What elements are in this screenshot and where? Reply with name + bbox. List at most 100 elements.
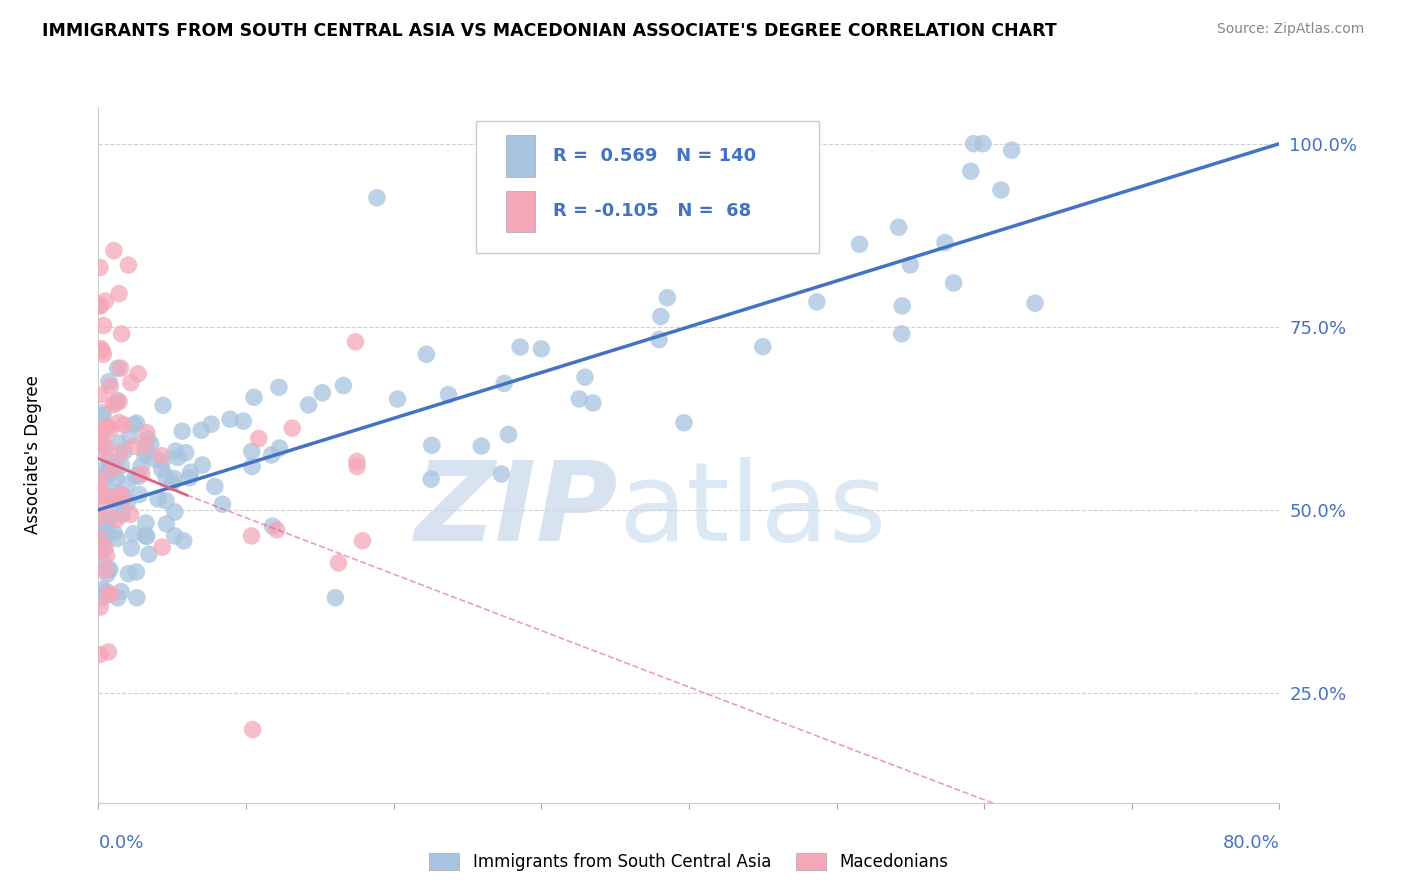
Point: [108, 394, 131, 409]
Point: [1024, 296, 1046, 310]
Point: [232, 414, 254, 428]
Point: [98, 422, 121, 436]
Point: [135, 516, 157, 530]
Text: R = -0.105   N =  68: R = -0.105 N = 68: [553, 202, 751, 220]
Point: [96, 419, 118, 434]
Point: [200, 417, 222, 432]
Point: [163, 529, 186, 543]
Point: [108, 493, 131, 508]
Point: [134, 439, 156, 453]
Point: [93, 347, 115, 361]
Text: atlas: atlas: [619, 457, 887, 564]
Point: [104, 396, 127, 410]
Point: [97, 489, 120, 503]
Text: IMMIGRANTS FROM SOUTH CENTRAL ASIA VS MACEDONIAN ASSOCIATE'S DEGREE CORRELATION : IMMIGRANTS FROM SOUTH CENTRAL ASIA VS MA…: [42, 22, 1057, 40]
Point: [125, 416, 148, 430]
Point: [120, 541, 142, 556]
Point: [470, 439, 492, 453]
Point: [163, 505, 186, 519]
Point: [97, 463, 120, 477]
Point: [657, 291, 679, 305]
Text: ZIP: ZIP: [415, 457, 619, 564]
Point: [89, 299, 111, 313]
Point: [98, 513, 121, 527]
Point: [574, 370, 596, 384]
Point: [89, 531, 111, 545]
Point: [107, 505, 129, 519]
Point: [89, 434, 111, 448]
Point: [98, 562, 121, 576]
Point: [100, 461, 122, 475]
Point: [332, 378, 354, 392]
Point: [120, 376, 142, 390]
Point: [494, 376, 516, 391]
Point: [240, 529, 263, 543]
Point: [122, 526, 145, 541]
Point: [211, 497, 233, 511]
Point: [112, 444, 135, 458]
Point: [105, 491, 128, 505]
Point: [128, 469, 150, 483]
Point: [91, 530, 114, 544]
FancyBboxPatch shape: [477, 121, 818, 253]
Point: [163, 472, 186, 486]
Point: [103, 244, 125, 258]
Point: [105, 471, 128, 485]
Point: [150, 455, 173, 469]
Point: [117, 258, 139, 272]
Point: [89, 473, 111, 487]
Point: [648, 333, 671, 347]
Point: [240, 444, 263, 458]
Point: [262, 519, 284, 533]
Point: [150, 540, 173, 554]
Point: [96, 584, 118, 599]
Point: [242, 723, 264, 737]
Point: [91, 409, 114, 423]
Point: [125, 591, 148, 605]
Point: [129, 459, 152, 474]
Point: [97, 375, 120, 389]
Point: [89, 490, 111, 504]
Point: [420, 472, 443, 486]
Point: [89, 388, 111, 402]
Point: [110, 458, 132, 473]
Point: [122, 417, 145, 432]
Point: [990, 183, 1012, 197]
Point: [104, 465, 127, 479]
Point: [105, 485, 128, 500]
Point: [101, 462, 124, 476]
Point: [530, 342, 553, 356]
Point: [94, 541, 117, 555]
Point: [89, 648, 111, 662]
Point: [118, 429, 141, 443]
Point: [110, 361, 132, 376]
Point: [139, 436, 162, 450]
Point: [346, 459, 368, 474]
Point: [96, 549, 118, 563]
Point: [120, 508, 142, 522]
Point: [328, 556, 350, 570]
Point: [91, 343, 114, 358]
Point: [887, 220, 910, 235]
Point: [91, 471, 114, 485]
Point: [135, 425, 157, 440]
Point: [180, 465, 202, 479]
Point: [89, 298, 111, 312]
Point: [96, 514, 118, 528]
Point: [101, 398, 124, 412]
Point: [127, 367, 149, 381]
Point: [110, 488, 132, 502]
Point: [934, 235, 956, 250]
Point: [94, 519, 117, 533]
Point: [89, 510, 111, 524]
Point: [98, 489, 121, 503]
Point: [91, 406, 114, 420]
Text: Associate's Degree: Associate's Degree: [24, 376, 42, 534]
Point: [752, 340, 775, 354]
Point: [260, 448, 283, 462]
Point: [219, 412, 242, 426]
Point: [89, 600, 111, 615]
Point: [97, 587, 120, 601]
Point: [97, 562, 120, 576]
Point: [104, 456, 127, 470]
